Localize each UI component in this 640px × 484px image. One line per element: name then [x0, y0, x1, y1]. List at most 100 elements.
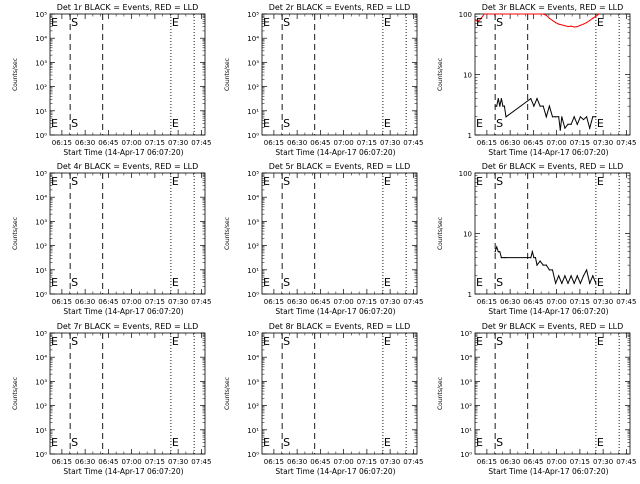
data-point — [567, 282, 569, 284]
marker-label: E — [172, 276, 179, 289]
chart-title: Det 7r BLACK = Events, RED = LLD — [57, 322, 199, 331]
y-tick-label: 10² — [247, 84, 259, 92]
plot-frame — [261, 13, 418, 136]
chart-panel-1 — [49, 13, 206, 136]
x-tick-label: 07:45 — [616, 139, 636, 147]
marker-label: E — [384, 436, 391, 449]
x-tick-label: 07:30 — [593, 458, 613, 466]
x-tick-label: 07:30 — [380, 139, 400, 147]
marker-label: S — [496, 436, 503, 449]
data-point — [502, 256, 504, 259]
data-point — [542, 13, 544, 15]
x-tick-label: 06:30 — [287, 298, 307, 306]
y-tick-label: 10¹ — [247, 427, 259, 435]
plot-frame — [49, 172, 206, 295]
data-point — [561, 282, 563, 284]
marker-label: E — [263, 175, 270, 188]
data-point — [542, 105, 544, 107]
y-tick-label: 10⁴ — [247, 35, 259, 43]
y-tick-label: 10 — [463, 72, 472, 80]
y-tick-label: 1 — [468, 132, 472, 140]
marker-label: S — [71, 117, 78, 130]
y-tick-label: 10⁴ — [460, 354, 472, 362]
data-point — [497, 97, 499, 100]
data-point — [551, 269, 554, 271]
data-point — [499, 251, 501, 253]
y-axis-label: Counts/sec — [12, 217, 19, 250]
marker-label: E — [476, 335, 483, 348]
chart-panel-9 — [474, 332, 631, 455]
y-tick-label: 10⁵ — [35, 330, 47, 338]
plot-frame — [474, 332, 631, 455]
y-tick-label: 10⁴ — [247, 194, 259, 202]
y-tick-label: 10⁰ — [35, 132, 47, 140]
data-point — [542, 264, 544, 266]
marker-label: S — [283, 16, 290, 29]
data-point — [545, 264, 547, 266]
data-point — [592, 116, 594, 118]
x-tick-label: 06:30 — [287, 458, 307, 466]
marker-label: E — [597, 436, 604, 449]
data-point — [582, 23, 585, 25]
marker-label: E — [597, 276, 604, 289]
x-tick-label: 06:15 — [264, 139, 284, 147]
plot-frame — [261, 332, 418, 455]
y-axis-label: Counts/sec — [437, 377, 444, 410]
y-axis-label: Counts/sec — [437, 217, 444, 250]
data-point — [548, 17, 551, 19]
y-tick-label: 10³ — [35, 218, 47, 226]
data-point — [579, 24, 582, 26]
marker-label: S — [496, 175, 503, 188]
x-tick-label: 07:30 — [593, 298, 613, 306]
x-tick-label: 06:15 — [264, 298, 284, 306]
y-tick-label: 10⁰ — [35, 291, 47, 299]
data-point — [595, 15, 597, 17]
x-tick-label: 06:45 — [523, 139, 543, 147]
x-tick-label: 07:00 — [547, 139, 567, 147]
marker-label: E — [172, 175, 179, 188]
data-point — [586, 22, 588, 24]
x-tick-label: 06:15 — [52, 139, 72, 147]
data-point — [533, 105, 535, 107]
y-tick-label: 10⁴ — [35, 354, 47, 362]
data-point — [477, 20, 479, 23]
x-axis-label: Start Time (14-Apr-17 06:07:20) — [488, 307, 608, 316]
chart-title: Det 6r BLACK = Events, RED = LLD — [482, 162, 624, 171]
x-tick-label: 07:15 — [570, 458, 590, 466]
x-tick-label: 06:30 — [75, 139, 95, 147]
x-tick-label: 06:45 — [523, 298, 543, 306]
data-point — [567, 25, 569, 28]
x-tick-label: 06:30 — [500, 139, 520, 147]
x-axis-label: Start Time (14-Apr-17 06:07:20) — [488, 467, 608, 476]
marker-label: E — [597, 117, 604, 130]
data-point — [502, 105, 504, 107]
marker-label: E — [384, 117, 391, 130]
x-tick-label: 07:30 — [168, 139, 188, 147]
data-point — [503, 256, 506, 259]
data-point — [579, 282, 582, 284]
marker-label: E — [51, 16, 58, 29]
marker-label: E — [597, 335, 604, 348]
x-tick-label: 07:00 — [122, 458, 142, 466]
y-tick-label: 10² — [35, 243, 47, 251]
x-tick-label: 06:45 — [523, 458, 543, 466]
chart-title: Det 9r BLACK = Events, RED = LLD — [482, 322, 624, 331]
data-point — [539, 105, 541, 107]
x-tick-label: 06:45 — [310, 298, 330, 306]
y-tick-label: 10³ — [35, 59, 47, 67]
data-point — [558, 23, 560, 25]
x-tick-label: 07:45 — [616, 458, 636, 466]
series-line — [495, 97, 596, 131]
marker-label: E — [51, 436, 58, 449]
data-point — [586, 269, 588, 271]
data-point — [564, 25, 566, 27]
y-tick-label: 10⁴ — [247, 354, 259, 362]
data-point — [548, 105, 551, 107]
x-tick-label: 07:00 — [122, 139, 142, 147]
y-tick-label: 10⁰ — [247, 132, 259, 140]
data-point — [555, 116, 557, 118]
chart-panel-7 — [49, 332, 206, 455]
data-point — [589, 282, 591, 284]
x-tick-label: 07:15 — [570, 139, 590, 147]
chart-panel-3 — [474, 13, 631, 136]
